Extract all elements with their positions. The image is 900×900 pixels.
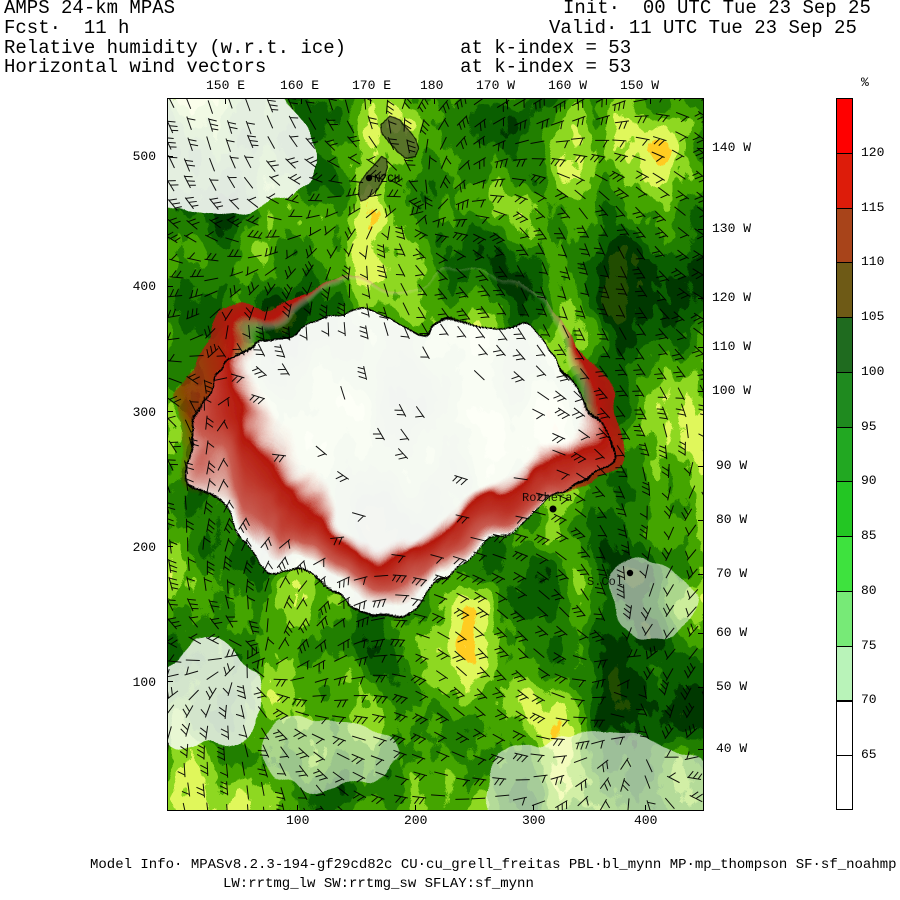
svg-text:NZCH: NZCH — [374, 174, 400, 186]
svg-text:S.Col: S.Col — [587, 575, 623, 589]
